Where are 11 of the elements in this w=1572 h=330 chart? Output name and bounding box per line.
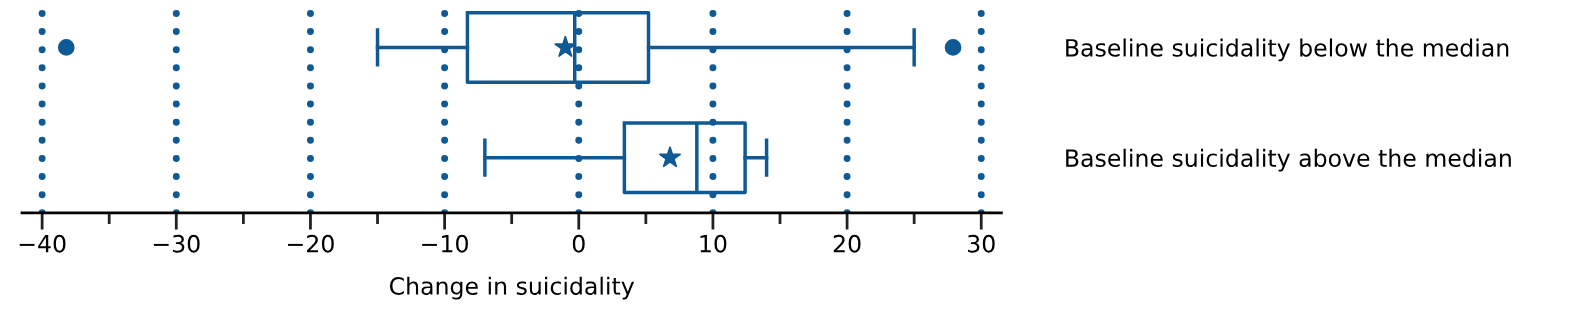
x-tick-label: 0 xyxy=(572,234,585,253)
x-tick-label: 10 xyxy=(700,234,727,253)
x-tick-label: 30 xyxy=(968,234,995,253)
x-axis-title: Change in suicidality xyxy=(389,276,635,300)
x-tick-label: −30 xyxy=(153,234,200,253)
x-tick-label: −10 xyxy=(422,234,468,253)
x-tick-label: 20 xyxy=(833,234,861,253)
y-tick-label: Baseline suicidality below the median xyxy=(1066,38,1509,62)
y-tick-label: Baseline suicidality above the median xyxy=(1066,148,1511,172)
x-tick-label: −20 xyxy=(288,234,334,253)
x-tick-label: −40 xyxy=(19,234,66,253)
